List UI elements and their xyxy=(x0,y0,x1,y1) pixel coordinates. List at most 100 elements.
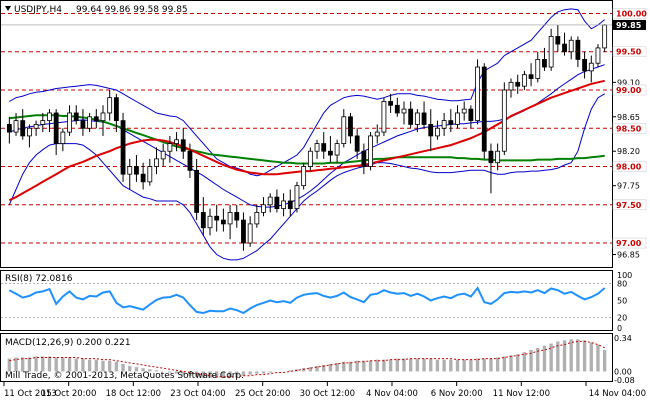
time-tick-label: 23 Oct 04:00 xyxy=(170,389,225,399)
candle-body xyxy=(194,169,200,213)
bollinger-bands xyxy=(8,8,606,261)
dropdown-triangle-icon[interactable] xyxy=(5,6,11,11)
candle-body xyxy=(542,58,547,68)
candle-body xyxy=(321,143,327,152)
candle-body xyxy=(588,62,594,72)
level-label: 98.00 xyxy=(616,163,642,172)
candle-body xyxy=(274,196,280,210)
candle-body xyxy=(328,150,333,156)
candle-body xyxy=(307,150,313,167)
candle-body xyxy=(435,127,440,137)
candle-body xyxy=(200,212,206,229)
candle-body xyxy=(73,112,79,122)
candle-body xyxy=(140,173,146,183)
candle-body xyxy=(93,116,99,122)
macd-signal-line xyxy=(9,340,605,378)
moving-averages xyxy=(8,79,605,202)
candle-body xyxy=(455,112,460,125)
candle-body xyxy=(428,124,434,137)
macd-panel-frame xyxy=(0,333,613,382)
level-label-box xyxy=(612,8,647,19)
time-tick-label: 30 Oct 12:00 xyxy=(300,389,355,399)
candle-body xyxy=(294,185,300,210)
candle-body xyxy=(6,124,12,133)
candle-body xyxy=(314,143,320,152)
candle-body xyxy=(394,104,400,114)
price-tick-label: 96.85 xyxy=(617,251,640,260)
rsi-tick-label: 50 xyxy=(617,297,627,306)
macd-panel: MACD(12,26,9) 0.200 0.221 Mill Trade, © … xyxy=(0,333,613,382)
candle-body xyxy=(107,97,113,114)
series-line-bb-lower xyxy=(8,93,605,261)
candle-body xyxy=(154,158,159,167)
rsi-label: RSI(8) 72.0816 xyxy=(5,274,73,284)
macd-tick-label: -0.08 xyxy=(614,376,635,385)
rsi-panel: RSI(8) 72.0816 xyxy=(0,270,613,331)
symbol-label: USDJPY,H4 xyxy=(14,5,62,15)
candle-body xyxy=(521,74,527,87)
rsi-tick-label: 0 xyxy=(617,324,622,333)
chart-header: USDJPY,H4 99.64 99.86 99.58 99.85 xyxy=(5,5,188,15)
candle-body xyxy=(528,74,534,79)
time-tick-label: 18 Oct 12:00 xyxy=(106,389,161,399)
level-label-box xyxy=(612,199,647,211)
candle-body xyxy=(27,127,32,137)
candle-body xyxy=(47,112,52,122)
level-label: 100.00 xyxy=(616,9,647,18)
candle-body xyxy=(67,112,72,133)
level-label-box xyxy=(612,84,647,96)
level-label: 98.50 xyxy=(616,124,642,133)
series-line-bb-upper xyxy=(9,8,606,177)
candle-body xyxy=(167,143,173,152)
candle-body xyxy=(354,135,360,152)
candle-body xyxy=(414,112,420,125)
time-tick-label: 15 Oct 20:00 xyxy=(41,389,96,399)
candle-body xyxy=(301,166,307,187)
candle-body xyxy=(562,43,567,53)
candle-body xyxy=(187,150,193,171)
candle-body xyxy=(53,112,59,144)
candle-body xyxy=(287,200,293,210)
candle-body xyxy=(281,200,286,210)
candle-body xyxy=(207,215,213,229)
candle-body xyxy=(595,47,601,64)
price-panel-frame xyxy=(0,0,613,268)
candle-body xyxy=(33,124,39,129)
candle-body xyxy=(174,139,179,144)
candle-body xyxy=(381,101,387,133)
candle-body xyxy=(441,120,447,129)
rsi-levels xyxy=(1,282,612,319)
level-label: 97.00 xyxy=(616,239,642,248)
candle-body xyxy=(87,116,93,129)
candle-body xyxy=(180,139,186,152)
candle-body xyxy=(568,39,574,53)
candle-body xyxy=(374,131,380,137)
level-label: 99.50 xyxy=(616,48,642,57)
macd-histogram xyxy=(7,339,607,378)
candle-body xyxy=(495,150,501,164)
series-line-ma-200-green xyxy=(9,114,605,165)
candle-body xyxy=(582,58,587,72)
current-price-label: 99.85 xyxy=(616,21,642,30)
price-tick-label: 99.10 xyxy=(617,78,640,87)
candle-body xyxy=(548,36,554,68)
candle-body xyxy=(515,81,521,87)
series-line-ma-50-red xyxy=(8,79,605,202)
candle-body xyxy=(214,215,220,221)
candle-body xyxy=(267,196,273,206)
time-tick-label: 6 Nov 20:00 xyxy=(431,389,483,399)
candle-body xyxy=(227,212,233,225)
candle-body xyxy=(368,135,373,167)
candle-body xyxy=(421,112,427,125)
rsi-line xyxy=(8,286,606,315)
candle-body xyxy=(40,120,46,125)
time-tick-label: 11 Oct 2013 xyxy=(4,389,57,399)
candle-body xyxy=(575,39,581,60)
time-tick-label: 11 Nov 12:00 xyxy=(493,389,550,399)
candle-body xyxy=(341,116,347,144)
candle-body xyxy=(127,166,133,175)
candle-body xyxy=(602,24,608,49)
rsi-tick-label: 20 xyxy=(617,314,627,323)
rsi-panel-frame xyxy=(0,270,613,331)
